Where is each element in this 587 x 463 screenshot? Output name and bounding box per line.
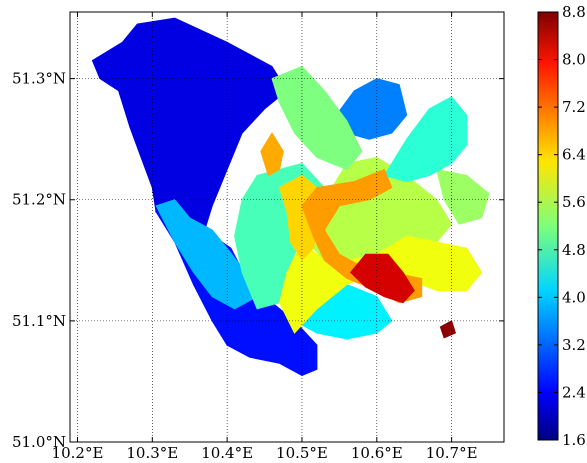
- map-region: [383, 96, 468, 183]
- y-tick-label: 51.0°N: [12, 433, 66, 451]
- y-tick-label: 51.2°N: [12, 191, 66, 209]
- x-tick-label: 10.6°E: [351, 444, 403, 462]
- colorbar-tick-label: 4.8: [562, 241, 586, 259]
- colorbar: [537, 11, 559, 441]
- colorbar-tick-label: 1.6: [562, 431, 586, 449]
- map-region: [436, 168, 490, 225]
- map-region: [439, 320, 457, 339]
- x-tick-label: 10.5°E: [276, 444, 328, 462]
- map-regions: [91, 17, 490, 376]
- x-tick-label: 10.4°E: [201, 444, 253, 462]
- colorbar-tick-label: 5.6: [562, 193, 586, 211]
- colorbar-tick-label: 3.2: [562, 336, 586, 354]
- y-tick-label: 51.1°N: [12, 312, 66, 330]
- plot-frame: [69, 11, 505, 443]
- y-axis: 51.0°N 51.1°N 51.2°N 51.3°N: [12, 70, 504, 451]
- colorbar-tick-label: 8.8: [562, 3, 586, 21]
- x-tick-label: 10.3°E: [126, 444, 178, 462]
- map-region: [91, 17, 288, 243]
- x-axis: 10.2°E 10.3°E 10.4°E 10.5°E 10.6°E 10.7°E: [52, 12, 478, 462]
- colorbar-tick-label: 7.2: [562, 98, 586, 116]
- colorbar-tick-label: 4.0: [562, 288, 586, 306]
- colorbar-tick-label: 8.0: [562, 51, 586, 69]
- colorbar-ticks: 1.6 2.4 3.2 4.0 4.8 5.6 6.4 7.2 8.0 8.8: [538, 3, 586, 449]
- y-tick-label: 51.3°N: [12, 70, 66, 88]
- x-tick-label: 10.7°E: [426, 444, 478, 462]
- x-tick-label: 10.2°E: [52, 444, 104, 462]
- colorbar-tick-label: 2.4: [562, 383, 586, 401]
- map-region: [260, 132, 284, 177]
- colorbar-tick-label: 6.4: [562, 146, 586, 164]
- map-region: [349, 253, 415, 304]
